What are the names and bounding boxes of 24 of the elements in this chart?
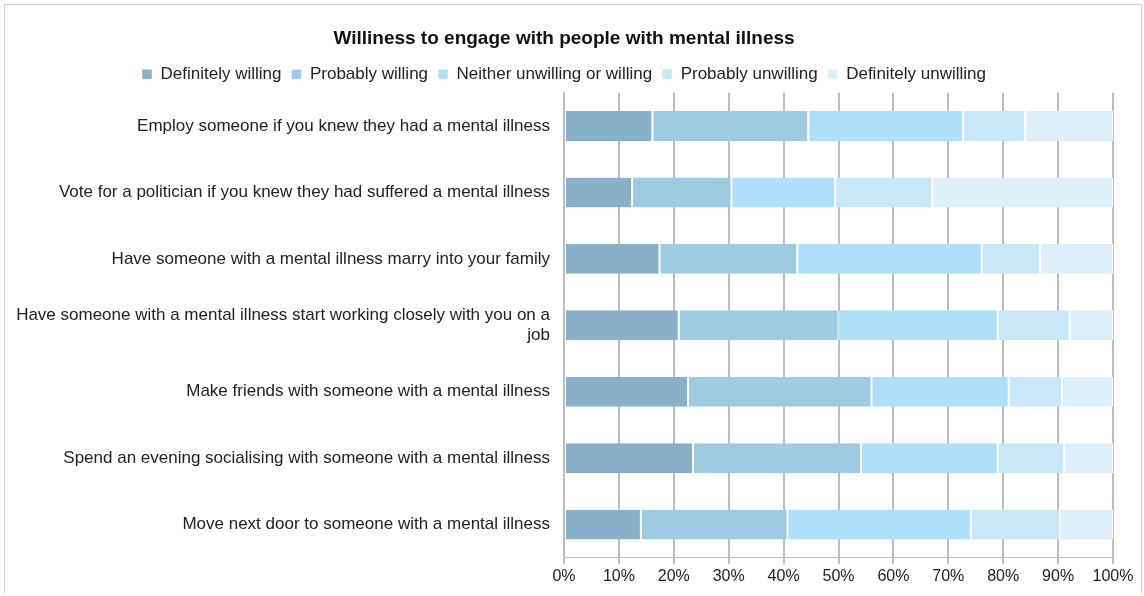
y-tick-label: Move next door to someone with a mental illness — [182, 514, 550, 534]
y-tick-label: Have someone with a mental illness marry into your family — [111, 248, 551, 268]
legend-label: Probably willing — [309, 63, 429, 83]
x-tick-label: 100% — [1092, 566, 1134, 584]
y-tick-label: Have someone with a mental illness start working closely with you on a job — [16, 304, 551, 345]
x-tick-label: 40% — [767, 566, 800, 584]
chart-title: Williness to engage with people with mental illness — [333, 26, 795, 48]
y-tick-label: Vote for a politician if you knew they had suffered a mental illness — [58, 182, 550, 202]
x-tick-label: 70% — [932, 566, 965, 584]
x-tick-label: 0% — [552, 566, 576, 584]
y-tick-label: Employ someone if you knew they had a mental illness — [137, 115, 550, 135]
x-tick-label: 90% — [1042, 566, 1075, 584]
x-tick-label: 50% — [822, 566, 855, 584]
y-tick-label: Spend an evening socialising with someone with a mental illness — [63, 447, 550, 467]
legend-label: Neither unwilling or willing — [456, 63, 653, 83]
legend-label: Definitely willing — [160, 63, 282, 83]
x-tick-label: 60% — [877, 566, 910, 584]
x-tick-label: 30% — [712, 566, 745, 584]
x-tick-label: 80% — [987, 566, 1020, 584]
legend-label: Probably unwilling — [680, 63, 818, 83]
legend-label: Definitely unwilling — [846, 63, 986, 83]
y-tick-label: Make friends with someone with a mental illness — [186, 381, 550, 401]
x-tick-label: 20% — [657, 566, 690, 584]
x-tick-label: 10% — [602, 566, 635, 584]
